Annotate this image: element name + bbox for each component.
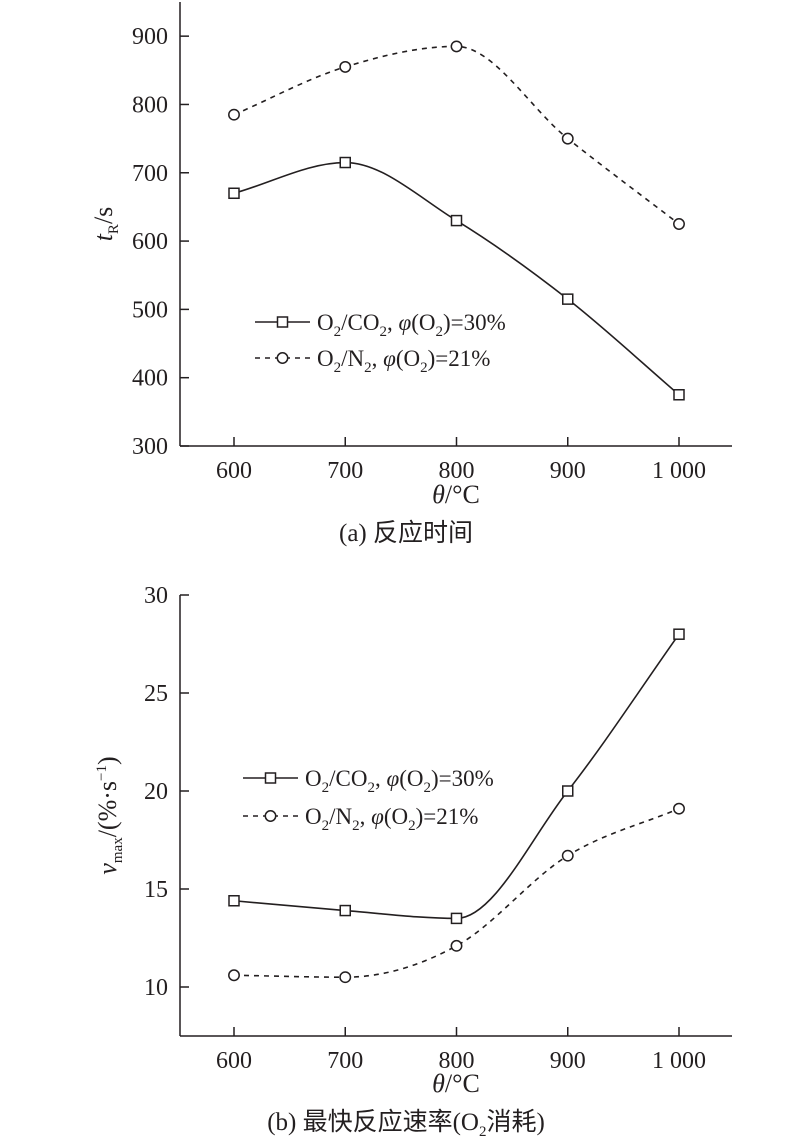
x-tick-label: 900 [550,1048,586,1074]
data-point-square [673,628,685,640]
x-tick-label: 600 [216,1048,252,1074]
data-point-circle [673,218,685,230]
legend-label: O2/CO2, φ(O2)=30% [305,766,494,796]
legend-label: O2/N2, φ(O2)=21% [317,346,490,376]
y-tick-label: 20 [144,779,168,805]
x-tick-label: 800 [439,458,475,484]
x-tick-label: 600 [216,458,252,484]
x-tick-label: 1 000 [652,458,706,484]
legend: O2/CO2, φ(O2)=30% O2/N2, φ(O2)=21% [255,310,506,376]
data-point-square [450,214,463,227]
data-point-square [562,785,574,797]
series-line-o2-n2 [233,807,680,979]
y-tick-label: 900 [132,24,168,50]
data-point-square [339,156,351,169]
legend-marker-square [276,316,289,328]
legend-marker-circle [276,352,289,364]
data-point-circle [561,132,574,145]
y-tick-label: 10 [144,975,168,1001]
y-tick-label: 300 [132,434,168,460]
legend: O2/CO2, φ(O2)=30% O2/N2, φ(O2)=21% [243,766,494,834]
series-line-o2-n2 [233,45,680,225]
data-point-circle [450,40,463,53]
series-line-o2-co2 [233,633,680,920]
panel-caption: (b) 最快反应速率(O2消耗) [267,1108,545,1140]
data-point-square [562,293,574,305]
y-tick-label: 400 [132,366,168,392]
legend-marker-circle [264,810,277,822]
data-point-square [450,912,463,925]
data-point-circle [561,849,574,862]
data-point-circle [339,60,352,73]
x-tick-label: 900 [550,458,586,484]
y-tick-label: 30 [144,583,168,609]
x-tick-label: 1 000 [652,1048,706,1074]
panel-caption: (a) 反应时间 [339,519,473,547]
data-point-circle [228,108,240,121]
x-tick-label: 800 [439,1048,475,1074]
data-point-square [228,187,240,200]
chart-panel-b: 10 15 20 25 30 600 700 800 900 1 000 O2/CO2, φ(O2)… [93,583,732,1140]
y-tick-label: 800 [132,92,168,118]
x-tick-label: 700 [327,1048,363,1074]
y-tick-label: 700 [132,161,168,187]
data-point-circle [339,971,352,984]
data-point-square [673,389,685,401]
y-axis-label: tR/s [89,207,122,242]
x-axis-label: θ/°C [432,1069,480,1098]
y-tick-label: 15 [144,877,168,903]
y-tick-label: 25 [144,681,168,707]
x-tick-label: 700 [327,458,363,484]
y-axis-label: vmax/(%·s−1) [93,756,126,874]
legend-label: O2/CO2, φ(O2)=30% [317,310,506,340]
data-point-square [339,904,351,917]
y-tick-label: 500 [132,297,168,323]
y-tick-label: 600 [132,229,168,255]
legend-marker-square [264,772,277,784]
data-point-square [228,895,240,907]
data-point-circle [673,802,685,815]
data-point-circle [228,969,240,982]
chart-panel-a: 300 400 500 600 700 800 900 600 700 800 900 1 000 O2… [89,2,732,547]
legend-label: O2/N2, φ(O2)=21% [305,804,478,834]
data-point-circle [450,939,463,952]
x-axis-label: θ/°C [432,480,480,509]
